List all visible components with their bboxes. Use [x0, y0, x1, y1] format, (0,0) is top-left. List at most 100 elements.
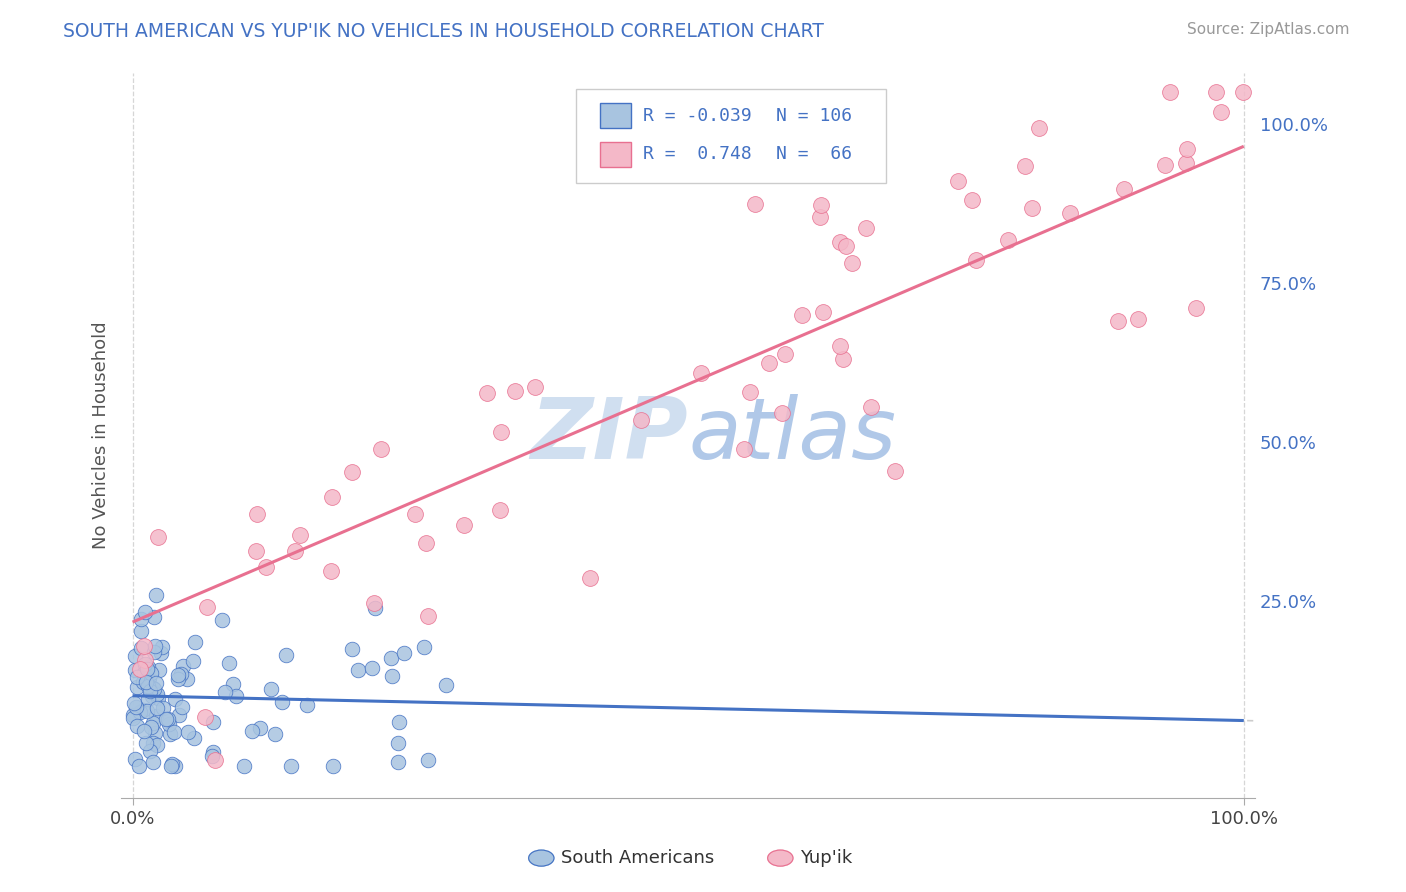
- Point: [388, 714, 411, 729]
- Point: [1154, 158, 1177, 172]
- Point: [162, 757, 184, 772]
- Point: [134, 605, 156, 619]
- Text: SOUTH AMERICAN VS YUP'IK NO VEHICLES IN HOUSEHOLD CORRELATION CHART: SOUTH AMERICAN VS YUP'IK NO VEHICLES IN …: [63, 22, 824, 41]
- Point: [135, 662, 157, 676]
- Point: [157, 712, 180, 726]
- Point: [165, 692, 187, 706]
- Point: [233, 759, 256, 773]
- Point: [965, 252, 987, 267]
- Point: [121, 711, 143, 725]
- Text: ZIP: ZIP: [530, 394, 688, 477]
- Point: [288, 528, 311, 542]
- Point: [1059, 206, 1081, 220]
- Point: [142, 681, 165, 696]
- Point: [214, 684, 236, 698]
- Point: [148, 530, 170, 544]
- Point: [148, 663, 170, 677]
- Point: [134, 640, 156, 654]
- Text: N = 106: N = 106: [776, 107, 852, 125]
- Point: [364, 601, 387, 615]
- Point: [835, 239, 858, 253]
- Point: [579, 571, 602, 585]
- Point: [134, 724, 156, 739]
- Point: [841, 256, 863, 270]
- Point: [167, 708, 190, 723]
- Point: [808, 211, 831, 225]
- Point: [505, 384, 527, 398]
- Point: [1159, 85, 1181, 99]
- Point: [124, 697, 146, 711]
- Point: [381, 668, 404, 682]
- Point: [855, 220, 877, 235]
- Point: [139, 720, 162, 734]
- Point: [136, 679, 159, 693]
- Point: [136, 691, 159, 706]
- Point: [363, 596, 385, 610]
- Point: [145, 676, 167, 690]
- Point: [135, 674, 157, 689]
- Point: [170, 700, 193, 714]
- Point: [218, 656, 240, 670]
- Point: [489, 425, 512, 439]
- Point: [733, 442, 755, 456]
- Point: [152, 640, 174, 654]
- Point: [163, 725, 186, 739]
- Point: [1184, 301, 1206, 315]
- Point: [142, 610, 165, 624]
- Point: [404, 507, 426, 521]
- Point: [159, 727, 181, 741]
- Point: [758, 356, 780, 370]
- Text: Yup'ik: Yup'ik: [800, 849, 852, 867]
- Point: [1021, 201, 1043, 215]
- Point: [211, 613, 233, 627]
- Point: [132, 703, 155, 717]
- Text: atlas: atlas: [688, 394, 896, 477]
- Point: [148, 690, 170, 705]
- Point: [125, 700, 148, 714]
- Point: [240, 723, 263, 738]
- Point: [201, 745, 224, 759]
- Point: [489, 503, 512, 517]
- Point: [134, 672, 156, 686]
- Point: [132, 675, 155, 690]
- Point: [415, 536, 437, 550]
- Point: [138, 671, 160, 685]
- Point: [859, 400, 882, 414]
- Point: [744, 197, 766, 211]
- Point: [122, 708, 145, 723]
- Point: [997, 234, 1019, 248]
- Point: [380, 651, 402, 665]
- Point: [370, 442, 392, 457]
- Point: [181, 654, 204, 668]
- Point: [136, 704, 159, 718]
- Point: [453, 517, 475, 532]
- Point: [322, 759, 344, 773]
- Point: [142, 645, 165, 659]
- Point: [129, 640, 152, 655]
- Point: [194, 710, 217, 724]
- Point: [142, 755, 165, 769]
- Point: [1205, 85, 1227, 99]
- Point: [284, 544, 307, 558]
- Point: [962, 193, 984, 207]
- Point: [139, 684, 162, 698]
- Point: [129, 662, 152, 676]
- Point: [321, 490, 343, 504]
- Point: [197, 599, 219, 614]
- Point: [163, 759, 186, 773]
- Point: [225, 690, 247, 704]
- Point: [204, 753, 226, 767]
- Point: [830, 339, 852, 353]
- Point: [129, 624, 152, 639]
- Point: [948, 174, 970, 188]
- Point: [418, 753, 440, 767]
- Point: [183, 731, 205, 745]
- Point: [387, 736, 409, 750]
- Point: [201, 714, 224, 729]
- Point: [176, 673, 198, 687]
- Point: [143, 639, 166, 653]
- Point: [149, 646, 172, 660]
- Point: [172, 658, 194, 673]
- Point: [135, 736, 157, 750]
- Point: [340, 466, 363, 480]
